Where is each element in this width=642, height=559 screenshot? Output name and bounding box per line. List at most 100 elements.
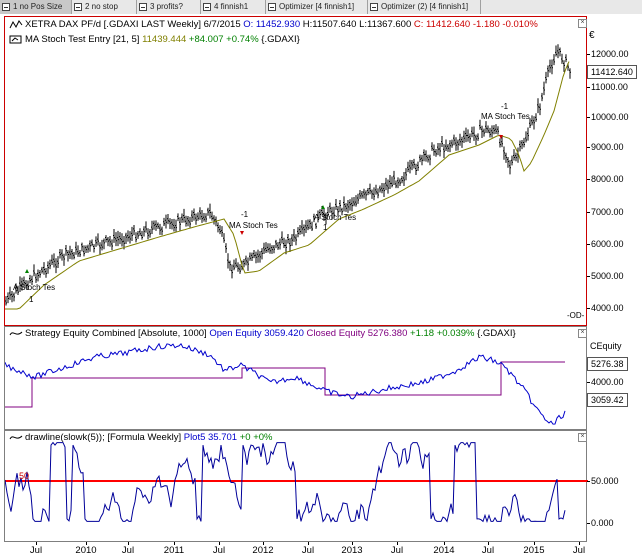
trade-arrow xyxy=(321,205,325,209)
document-tab[interactable]: 1 no Pos Size xyxy=(0,0,72,14)
price-legend: XETRA DAX PF/d [.GDAXI LAST Weekly] 6/7/… xyxy=(9,19,538,30)
trade-arrow xyxy=(499,135,503,139)
time-axis-label: Jul xyxy=(212,545,226,556)
line-style-icon xyxy=(9,435,23,440)
currency-label: € xyxy=(589,30,595,41)
time-axis-tick xyxy=(352,542,353,545)
equity-legend-name: Strategy Equity Combined [Absolute, 1000… xyxy=(25,328,207,339)
equity-axis[interactable]: 5276.38 4000.00 3059.42 xyxy=(587,326,642,430)
equity-pane[interactable]: Strategy Equity Combined [Absolute, 1000… xyxy=(4,326,587,430)
axis-tick: 12000.00 xyxy=(587,49,629,59)
stochastic-line xyxy=(5,441,566,524)
line-style-icon xyxy=(9,331,23,336)
document-tab-bar: 1 no Pos Size 2 no stop 3 profits? 4 finnis… xyxy=(0,0,642,15)
oscillator-axis[interactable]: 50.000 0.000 xyxy=(587,430,642,542)
price-legend-name: XETRA DAX PF/d [.GDAXI LAST Weekly] xyxy=(25,19,201,30)
equity-legend-open: Open Equity 3059.420 xyxy=(209,328,304,339)
time-axis-tick xyxy=(534,542,535,545)
time-axis-tick xyxy=(488,542,489,545)
trade-qty: -1 xyxy=(241,210,249,219)
time-axis-label: Jul xyxy=(390,545,404,556)
time-axis-tick xyxy=(263,542,264,545)
equity-legend-change: +1.18 +0.039% xyxy=(410,328,475,339)
axis-tick: 9000.00 xyxy=(587,142,624,152)
price-legend-close: C: 11412.640 xyxy=(413,19,471,30)
axis-tick: 4000.00 xyxy=(587,303,624,313)
trade-qty: 1 xyxy=(29,295,34,304)
time-axis-tick xyxy=(219,542,220,545)
chart-window-icon xyxy=(74,3,82,11)
oscillator-legend: drawline(slowk(5)); [Formula Weekly] Plo… xyxy=(9,432,272,443)
axis-tick: 7000.00 xyxy=(587,207,624,217)
pane-close-icon[interactable]: × xyxy=(578,19,587,28)
document-tab[interactable]: 4 finnish1 xyxy=(201,0,266,14)
oscillator-chart-svg xyxy=(5,441,588,524)
time-axis-label: 2012 xyxy=(252,545,274,556)
trade-label: MA Stoch Tes xyxy=(481,112,530,121)
time-axis-tick xyxy=(128,542,129,545)
oscillator-legend-change: +0 +0% xyxy=(239,432,273,443)
axis-tick: 6000.00 xyxy=(587,239,624,249)
moving-average-line xyxy=(5,61,570,310)
chart-window-icon xyxy=(370,3,378,11)
oscillator-legend-plot: Plot5 35.701 xyxy=(183,432,238,443)
time-axis[interactable]: Jul 2010 Jul 2011 Jul 2012 Jul 2013 Jul 2014 Jul 20… xyxy=(4,542,587,559)
document-tab[interactable]: Optimizer (2) [4 finnish1] xyxy=(368,0,481,14)
chart-window: XETRA DAX PF/d [.GDAXI LAST Weekly] 6/7/… xyxy=(0,14,642,559)
time-axis-tick xyxy=(579,542,580,545)
indicator-legend-name: MA Stoch Test Entry [21, 5] xyxy=(25,34,140,45)
document-tab[interactable]: 3 profits? xyxy=(137,0,201,14)
chart-window-icon xyxy=(139,3,147,11)
series-style-icon xyxy=(9,20,23,29)
equity-chart-svg xyxy=(5,342,566,425)
document-tab[interactable]: Optimizer [4 finnish1] xyxy=(266,0,368,14)
axis-tick: 11000.00 xyxy=(587,82,628,92)
document-tab[interactable]: 2 no stop xyxy=(72,0,137,14)
equity-legend: Strategy Equity Combined [Absolute, 1000… xyxy=(9,328,516,339)
time-axis-label: 2010 xyxy=(75,545,97,556)
last-price-box: 11412.640 xyxy=(587,65,637,79)
oscillator-legend-name: drawline(slowk(5)); [Formula Weekly] xyxy=(25,432,182,443)
time-axis-tick xyxy=(397,542,398,545)
price-chart-svg xyxy=(5,44,571,310)
equity-legend-symbol: {.GDAXI} xyxy=(477,328,516,339)
price-legend-open: O: 11452.930 xyxy=(243,19,301,30)
axis-tick: 0.000 xyxy=(587,518,614,528)
time-axis-tick xyxy=(174,542,175,545)
trade-label: MA Stoch Tes xyxy=(229,221,278,230)
level-label: 50 xyxy=(19,471,30,481)
document-tab-label: Optimizer [4 finnish1] xyxy=(279,2,355,11)
time-axis-label: 2014 xyxy=(433,545,455,556)
axis-tick: 8000.00 xyxy=(587,174,624,184)
equity-axis-title: CEquity xyxy=(590,341,622,351)
indicator-legend-change: +84.007 +0.74% xyxy=(188,34,259,45)
trade-qty: 1 xyxy=(323,223,328,232)
equity-legend-closed: Closed Equity 5276.380 xyxy=(306,328,408,339)
price-legend-change: -1.180 -0.010% xyxy=(472,19,538,30)
price-axis[interactable]: 4000.00 5000.00 6000.00 7000.00 8000.00 9000.… xyxy=(587,16,642,326)
time-axis-tick xyxy=(36,542,37,545)
time-axis-label: 2013 xyxy=(341,545,363,556)
closed-equity-box: 5276.38 xyxy=(587,357,628,371)
time-axis-label: Jul xyxy=(29,545,43,556)
trade-arrow xyxy=(240,231,244,235)
indicator-style-icon xyxy=(9,35,22,44)
indicator-legend-value: 11439.444 xyxy=(142,34,187,45)
price-pane[interactable]: XETRA DAX PF/d [.GDAXI LAST Weekly] 6/7/… xyxy=(4,16,587,326)
document-tab-label: 2 no stop xyxy=(85,2,118,11)
document-tab-label: 4 finnish1 xyxy=(214,2,249,11)
time-axis-label: Jul xyxy=(301,545,315,556)
time-axis-label: 2015 xyxy=(523,545,545,556)
pane-close-icon[interactable]: × xyxy=(578,329,587,338)
axis-tick: 5000.00 xyxy=(587,271,624,281)
chart-window-icon xyxy=(203,3,211,11)
pane-close-icon[interactable]: × xyxy=(578,433,587,442)
time-axis-label: Jul xyxy=(121,545,135,556)
time-axis-tick xyxy=(308,542,309,545)
document-tab-label: 1 no Pos Size xyxy=(13,2,63,11)
indicator-legend: MA Stoch Test Entry [21, 5] 11439.444 +8… xyxy=(9,34,300,45)
oscillator-pane[interactable]: drawline(slowk(5)); [Formula Weekly] Plo… xyxy=(4,430,588,542)
trade-label: A Stoch Tes xyxy=(13,283,56,292)
chart-window-icon xyxy=(268,3,276,11)
price-legend-high: H:11507.640 xyxy=(302,19,357,30)
